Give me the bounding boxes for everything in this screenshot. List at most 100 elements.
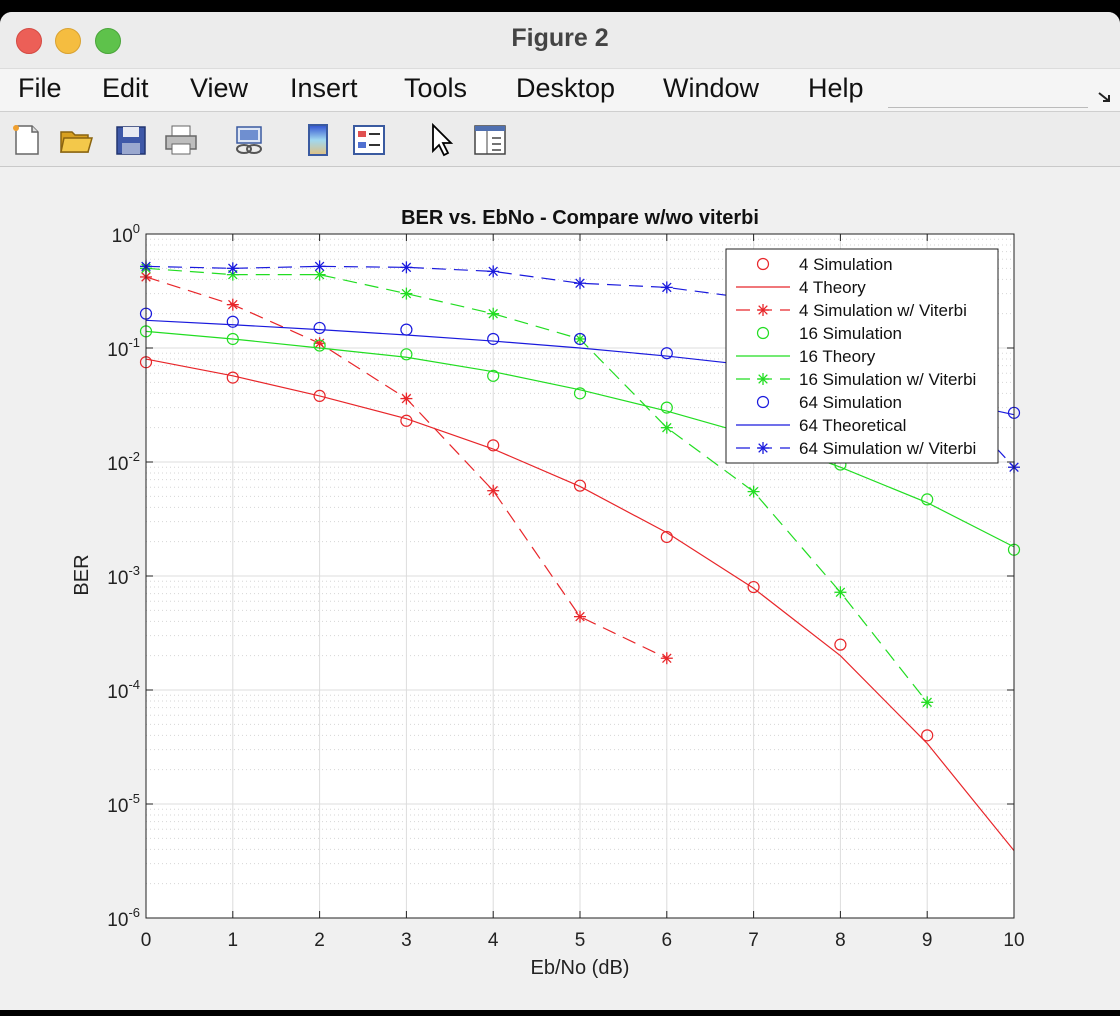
menu-view[interactable]: View — [190, 73, 249, 103]
y-tick-label: 10-2 — [107, 449, 140, 475]
data-point — [487, 484, 500, 497]
data-point — [660, 652, 673, 665]
data-point — [313, 389, 326, 403]
menu-tools[interactable]: Tools — [404, 73, 468, 103]
x-axis-label: Eb/No (dB) — [531, 957, 630, 979]
legend-entry: 64 Simulation — [756, 393, 902, 412]
menu-window[interactable]: Window — [663, 73, 760, 103]
colorbar-icon[interactable] — [300, 122, 336, 158]
series-16-theory — [145, 330, 1015, 548]
series-line — [145, 358, 1015, 851]
data-point — [313, 339, 326, 352]
x-tick-label: 8 — [835, 930, 846, 951]
legend-entry: 4 Simulation w/ Viterbi — [736, 301, 967, 320]
data-point — [487, 439, 500, 452]
y-tick-label: 10-1 — [107, 335, 140, 361]
y-tick-label: 10-5 — [107, 791, 140, 817]
window-title: Figure 2 — [511, 24, 609, 52]
legend-marker-sample — [757, 442, 769, 454]
legend-marker-sample — [756, 395, 770, 409]
data-point — [573, 479, 587, 492]
x-tick-label: 3 — [401, 930, 412, 951]
menu-divider — [888, 107, 1088, 108]
menu-desktop[interactable]: Desktop — [516, 73, 616, 103]
legend-entry: 4 Theory — [736, 278, 866, 297]
data-point — [660, 281, 673, 294]
minimize-window-button[interactable] — [55, 28, 81, 54]
y-tick-label: 100 — [112, 221, 140, 247]
series-4-simulation-w-viterbi — [140, 270, 673, 665]
legend-label: 16 Simulation — [799, 324, 902, 343]
print-icon[interactable] — [163, 122, 199, 158]
legend-entry: 16 Simulation — [756, 324, 902, 343]
data-point — [574, 277, 586, 290]
legend-marker-sample — [757, 304, 769, 316]
x-tick-label: 2 — [314, 930, 325, 951]
title-bar: Figure 2 — [0, 12, 1120, 69]
series-line — [145, 267, 928, 703]
data-point — [747, 485, 760, 498]
menu-help[interactable]: Help — [808, 73, 864, 103]
menu-insert[interactable]: Insert — [290, 73, 358, 103]
legend-marker-sample — [756, 326, 770, 340]
menu-file[interactable]: File — [18, 73, 62, 103]
x-tick-label: 0 — [141, 930, 152, 951]
y-axis-label: BER — [71, 554, 93, 595]
x-tick-label: 5 — [575, 930, 586, 951]
data-point — [226, 262, 239, 275]
legend-marker-sample — [757, 373, 769, 385]
legend-label: 64 Theoretical — [799, 416, 906, 435]
link-icon[interactable] — [231, 122, 267, 158]
legend-label: 16 Theory — [799, 347, 876, 366]
menu-edit[interactable]: Edit — [102, 73, 149, 103]
data-point — [921, 696, 934, 709]
data-point — [487, 307, 500, 320]
x-tick-label: 7 — [748, 930, 759, 951]
series-line — [145, 330, 1015, 548]
maximize-window-button[interactable] — [95, 28, 121, 54]
data-point — [400, 348, 413, 361]
legend-entry: 64 Simulation w/ Viterbi — [736, 439, 976, 458]
data-point — [400, 287, 413, 300]
close-window-button[interactable] — [16, 28, 42, 54]
data-point — [487, 332, 500, 346]
property-inspector-icon[interactable] — [472, 122, 508, 158]
y-tick-label: 10-3 — [107, 563, 140, 589]
legend-label: 64 Simulation — [799, 393, 902, 412]
legend-entry: 64 Theoretical — [736, 416, 906, 435]
y-tick-label: 10-4 — [107, 677, 140, 703]
pointer-icon[interactable] — [424, 122, 460, 158]
data-point — [226, 315, 239, 328]
x-tick-label: 6 — [662, 930, 673, 951]
legend-icon[interactable] — [351, 122, 387, 158]
legend: 4 Simulation 4 Theory 4 Simulation w/ Vite… — [725, 248, 999, 464]
data-point — [574, 332, 586, 345]
legend-label: 4 Theory — [799, 278, 866, 297]
series-layer — [139, 260, 1021, 851]
data-point — [834, 586, 847, 599]
legend-marker-sample — [756, 257, 770, 271]
legend-entry: 16 Theory — [736, 347, 876, 366]
chart-title: BER vs. EbNo - Compare w/wo viterbi — [401, 207, 759, 229]
data-point — [660, 530, 673, 544]
y-tick-label: 10-6 — [107, 905, 140, 931]
x-tick-label: 4 — [488, 930, 499, 951]
data-point — [487, 369, 500, 382]
axes-frame — [145, 233, 1015, 919]
open-folder-icon[interactable] — [58, 122, 94, 158]
data-point — [313, 268, 326, 281]
data-point — [574, 610, 586, 623]
data-point — [400, 261, 413, 274]
data-point — [573, 332, 587, 346]
data-point — [921, 729, 934, 742]
legend-entry: 16 Simulation w/ Viterbi — [736, 370, 976, 389]
data-point — [660, 401, 673, 414]
new-figure-icon[interactable] — [8, 122, 44, 158]
dock-arrow-icon[interactable] — [1097, 91, 1113, 105]
data-point — [313, 321, 326, 335]
data-point — [834, 638, 847, 651]
legend-label: 4 Simulation w/ Viterbi — [799, 301, 967, 320]
data-point — [747, 580, 760, 594]
save-icon[interactable] — [113, 122, 149, 158]
legend-entry: 4 Simulation — [756, 255, 893, 274]
